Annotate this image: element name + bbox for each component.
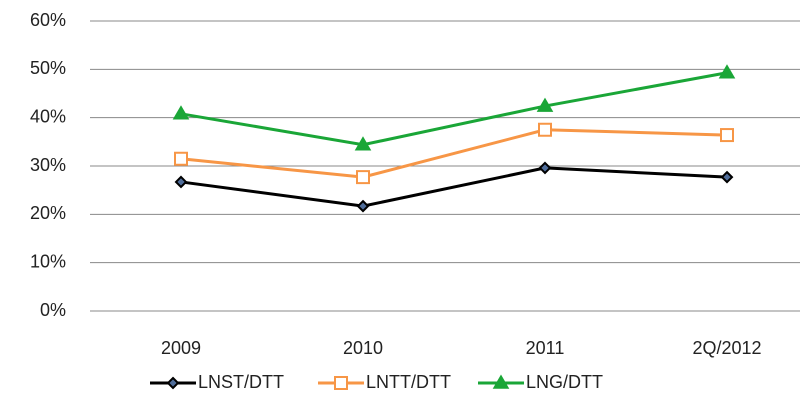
x-tick-label: 2011 [526,338,565,358]
y-tick-label: 50% [30,58,66,78]
legend-label: LNTT/DTT [366,372,451,392]
x-tick-label: 2010 [343,338,383,358]
y-tick-label: 10% [30,251,66,271]
legend-marker [334,376,348,390]
data-point [356,199,370,213]
data-point [174,175,188,189]
series-line [180,71,728,147]
data-point [718,64,736,79]
y-tick-label: 40% [30,106,66,126]
data-point [172,105,190,120]
legend-marker [492,374,510,389]
data-point [536,97,554,112]
y-tick-label: 60% [30,10,66,30]
legend-marker [166,376,180,390]
data-point [538,161,552,175]
y-tick-label: 0% [40,300,66,320]
data-point [354,136,372,151]
data-point [720,128,734,143]
series-line [180,128,728,179]
y-tick-label: 30% [30,155,66,175]
legend-label: LNST/DTT [198,372,284,392]
y-tick-label: 20% [30,203,66,223]
data-point [174,151,188,166]
data-point [538,122,552,137]
series-line [180,166,728,208]
legend-label: LNG/DTT [526,372,603,392]
data-point [720,170,734,184]
x-tick-label: 2009 [161,338,201,358]
data-point [356,170,370,185]
x-tick-label: 2Q/2012 [692,338,761,358]
